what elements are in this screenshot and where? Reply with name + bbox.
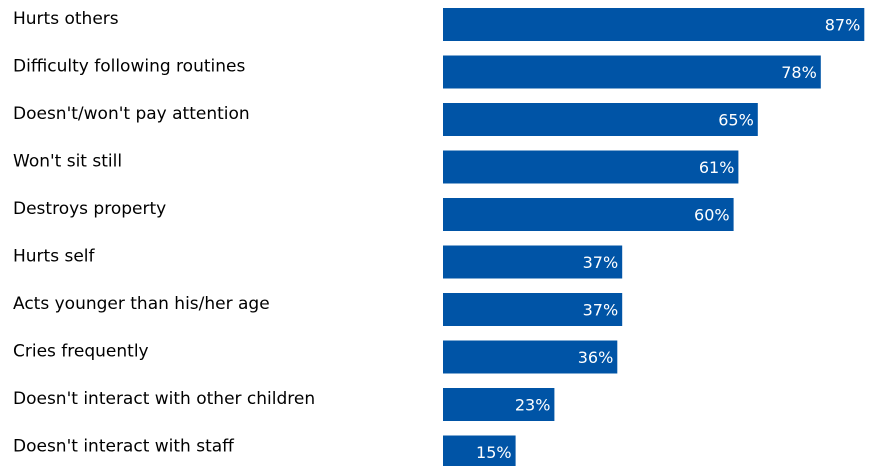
category-label: Cries frequently xyxy=(13,342,149,362)
bar xyxy=(443,245,623,279)
bar xyxy=(443,55,821,89)
value-label: 78% xyxy=(781,63,817,82)
bar xyxy=(443,388,555,421)
bar xyxy=(443,340,618,374)
value-label: 60% xyxy=(694,206,730,225)
value-label: 87% xyxy=(825,16,861,35)
category-label: Acts younger than his/her age xyxy=(13,294,270,314)
value-label: 15% xyxy=(476,443,512,462)
value-label: 65% xyxy=(718,111,754,130)
category-label: Destroys property xyxy=(13,199,166,219)
bar xyxy=(443,103,758,136)
category-label: Doesn't interact with staff xyxy=(13,437,235,457)
bar xyxy=(443,293,623,326)
bars xyxy=(443,8,865,466)
category-label: Hurts others xyxy=(13,9,119,29)
bar xyxy=(443,198,734,231)
category-label: Hurts self xyxy=(13,247,96,267)
value-label: 23% xyxy=(515,396,551,415)
value-label: 37% xyxy=(583,301,619,320)
value-label: 37% xyxy=(583,253,619,272)
value-label: 36% xyxy=(578,348,614,367)
category-label: Difficulty following routines xyxy=(13,57,245,77)
bar xyxy=(443,8,865,41)
category-labels: Hurts others Difficulty following routine… xyxy=(13,9,315,457)
bar xyxy=(443,150,739,184)
category-label: Won't sit still xyxy=(13,152,122,172)
value-label: 61% xyxy=(699,158,735,177)
bar xyxy=(443,435,516,466)
category-label: Doesn't/won't pay attention xyxy=(13,104,250,124)
value-labels: 87% 78% 65% 61% 60% 37% 37% 36% 23% 15% xyxy=(476,16,860,463)
category-label: Doesn't interact with other children xyxy=(13,389,315,409)
